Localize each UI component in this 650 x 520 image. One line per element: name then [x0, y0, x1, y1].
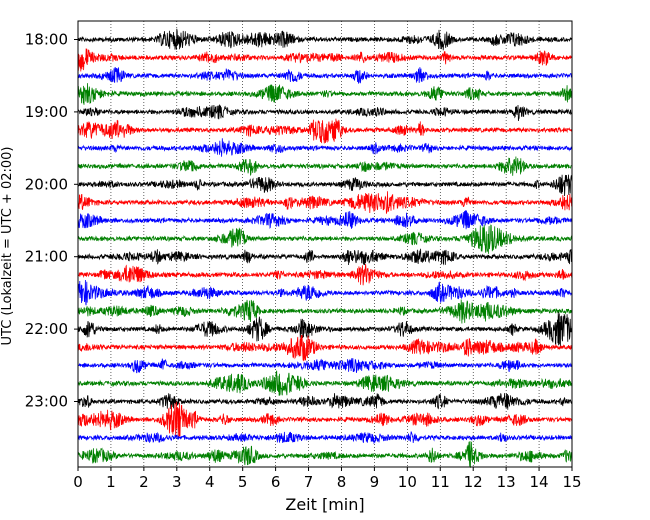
- x-tick-label-8: 8: [337, 473, 347, 491]
- y-tick-label-18:00: 18:00: [25, 31, 68, 49]
- x-tick-label-6: 6: [271, 473, 281, 491]
- x-tick-label-3: 3: [172, 473, 182, 491]
- trace-2015: [77, 191, 573, 214]
- x-tick-label-11: 11: [431, 473, 450, 491]
- x-tick-label-0: 0: [73, 473, 83, 491]
- trace-2000: [77, 174, 573, 197]
- trace-2315: [77, 401, 573, 438]
- seismic-traces: [77, 28, 573, 468]
- trace-1830: [77, 67, 573, 84]
- x-tick-label-13: 13: [497, 473, 516, 491]
- trace-2100: [77, 248, 573, 266]
- trace-2245: [77, 370, 573, 396]
- y-tick-label-22:00: 22:00: [25, 320, 68, 338]
- y-tick-label-23:00: 23:00: [25, 393, 68, 411]
- x-tick-label-1: 1: [106, 473, 116, 491]
- x-tick-label-15: 15: [562, 473, 581, 491]
- trace-2145: [77, 299, 573, 324]
- minute-grid: [110, 21, 540, 467]
- trace-2030: [77, 210, 572, 230]
- trace-1930: [77, 138, 573, 157]
- trace-1815: [77, 48, 573, 72]
- trace-2230: [77, 358, 573, 374]
- trace-2345: [77, 441, 573, 468]
- x-tick-label-5: 5: [238, 473, 248, 491]
- x-tick-label-14: 14: [530, 473, 549, 491]
- x-axis-ticks: 0 1 2 3 4 5 6 7 8 9 10 11 12 13 14 15: [73, 467, 582, 491]
- trace-1900: [77, 104, 573, 122]
- trace-2330: [77, 431, 573, 445]
- y-tick-label-21:00: 21:00: [25, 248, 68, 266]
- trace-1845: [77, 83, 573, 105]
- y-axis-ticks: 18:00 19:00 20:00 21:00 22:00 23:00: [25, 31, 78, 411]
- x-axis-label: Zeit [min]: [285, 495, 364, 514]
- trace-1915: [77, 118, 573, 144]
- y-axis-label: UTC (Lokalzeit = UTC + 02:00): [0, 147, 15, 346]
- x-tick-label-4: 4: [205, 473, 215, 491]
- x-tick-label-2: 2: [139, 473, 149, 491]
- x-tick-label-12: 12: [464, 473, 483, 491]
- trace-2215: [77, 334, 573, 362]
- trace-1800: [77, 28, 573, 51]
- trace-2200: [77, 312, 573, 347]
- trace-2045: [77, 224, 573, 254]
- trace-2300: [77, 393, 573, 410]
- y-tick-label-20:00: 20:00: [25, 175, 68, 193]
- y-tick-label-19:00: 19:00: [25, 103, 68, 121]
- trace-2130: [77, 279, 573, 306]
- x-tick-label-7: 7: [304, 473, 314, 491]
- plot-frame: [77, 20, 573, 468]
- x-tick-label-9: 9: [370, 473, 380, 491]
- x-tick-label-10: 10: [398, 473, 417, 491]
- trace-1945: [77, 156, 573, 177]
- trace-2115: [77, 263, 573, 286]
